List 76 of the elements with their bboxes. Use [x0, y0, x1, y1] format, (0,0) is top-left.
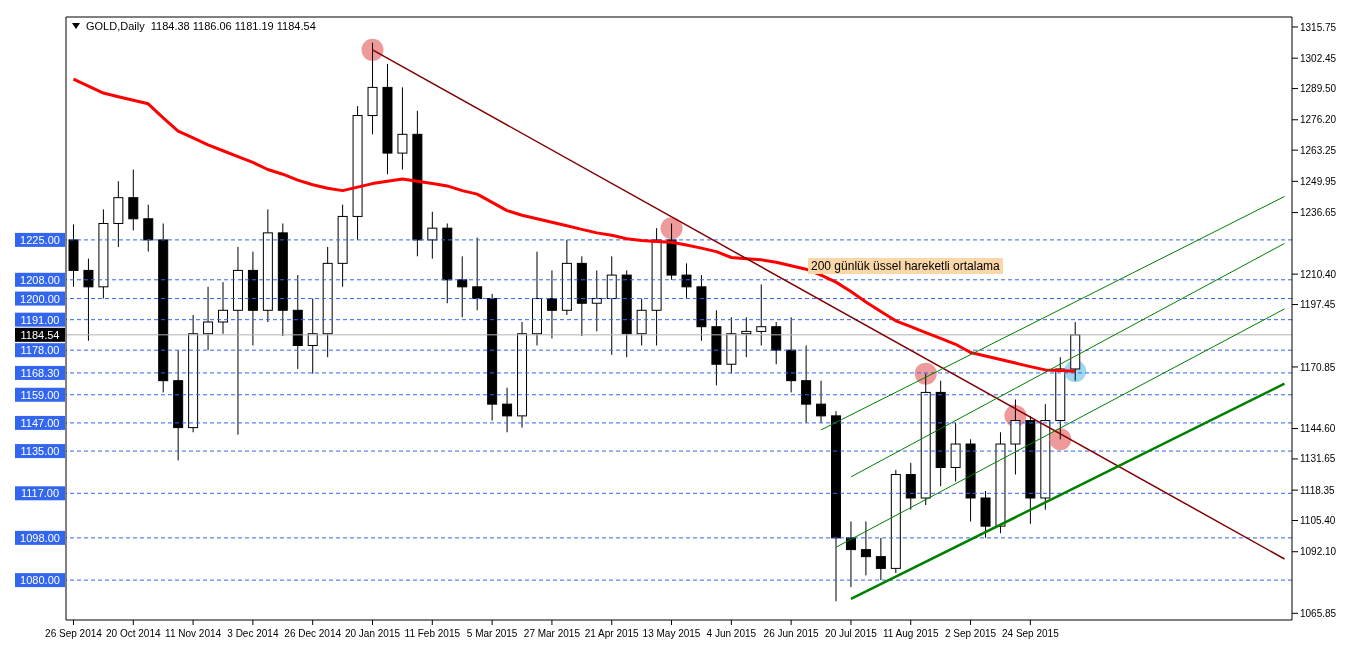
candlestick [681, 262, 692, 300]
x-tick-label: 27 Mar 2015 [523, 628, 581, 639]
ref-line-label: 1135.00 [20, 445, 60, 458]
y-tick-label: 1263.25 [1300, 144, 1337, 156]
ref-line-label: 1184.54 [20, 328, 60, 341]
x-tick-label: 20 Jul 2015 [825, 628, 878, 639]
candlestick [741, 316, 752, 358]
x-tick-label: 11 Nov 2014 [165, 628, 222, 639]
y-tick-label: 1170.85 [1300, 361, 1336, 373]
y-tick-label: 1065.85 [1300, 607, 1337, 619]
candlestick [636, 298, 647, 346]
candlestick [591, 269, 602, 332]
y-tick-label: 1315.75 [1300, 21, 1337, 33]
y-tick-label: 1105.40 [1300, 515, 1336, 527]
x-tick-label: 11 Aug 2015 [883, 628, 939, 639]
x-tick-label: 26 Sep 2014 [45, 628, 103, 639]
candlestick [905, 462, 916, 511]
y-tick-label: 1289.50 [1300, 83, 1337, 95]
ref-line-label: 1208.00 [20, 273, 60, 286]
candlestick [457, 255, 468, 318]
candlestick [128, 169, 139, 232]
candlestick [83, 258, 94, 342]
candlestick [875, 537, 886, 581]
x-tick-label: 26 Jun 2015 [763, 628, 820, 639]
candlestick [950, 422, 961, 483]
y-tick-label: 1144.60 [1300, 423, 1336, 435]
ref-line-label: 1168.30 [20, 366, 60, 379]
candlestick [860, 520, 871, 576]
annotation: 200 günlük üssel hareketli ortalama [808, 258, 1003, 274]
candlestick [472, 237, 483, 311]
candlestick [1010, 398, 1021, 476]
candlestick [502, 387, 513, 433]
ref-line-label: 1191.00 [20, 313, 60, 326]
y-tick-label: 1302.45 [1300, 52, 1337, 64]
ref-line-label: 1200.00 [20, 292, 60, 305]
chart-title: GOLD,Daily 1184.38 1186.06 1181.19 1184.54 [86, 20, 316, 32]
x-tick-label: 20 Jan 2015 [344, 628, 401, 639]
ref-line-label: 1080.00 [20, 574, 60, 587]
point [361, 38, 384, 61]
candlestick [546, 269, 557, 339]
ref-line-label: 1117.00 [20, 487, 60, 500]
y-tick-label: 1197.45 [1300, 299, 1336, 311]
candlestick [218, 281, 229, 335]
x-tick-label: 13 May 2015 [642, 628, 701, 639]
x-tick-label: 3 Dec 2014 [227, 628, 279, 639]
x-tick-label: 24 Sep 2015 [1001, 628, 1060, 639]
x-tick-label: 4 Jun 2015 [706, 628, 757, 639]
candlestick [816, 380, 827, 424]
candlestick [771, 321, 782, 365]
candlestick [143, 204, 154, 253]
point [660, 217, 683, 240]
ref-line-label: 1225.00 [20, 233, 60, 246]
x-tick-label: 2 Sep 2015 [944, 628, 997, 639]
y-tick-label: 1276.20 [1300, 114, 1337, 126]
y-tick-label: 1131.65 [1300, 453, 1336, 465]
ref-line-label: 1098.00 [20, 531, 60, 544]
candlestick [801, 344, 812, 424]
y-tick-label: 1249.95 [1300, 175, 1337, 187]
y-tick-label: 1210.40 [1300, 268, 1337, 280]
x-tick-label: 20 Oct 2014 [106, 628, 161, 639]
x-tick-label: 26 Dec 2014 [284, 628, 342, 639]
candlestick [307, 298, 318, 375]
x-tick-label: 21 Apr 2015 [584, 628, 640, 639]
candlestick [397, 86, 408, 171]
candlestick [606, 255, 617, 356]
ref-line-label: 1159.00 [20, 388, 60, 401]
x-tick-label: 11 Feb 2015 [404, 628, 461, 639]
candlestick [756, 283, 767, 346]
ref-line-label: 1178.00 [20, 344, 60, 357]
x-tick-label: 5 Mar 2015 [466, 628, 518, 639]
candlestick [427, 211, 438, 260]
y-tick-label: 1236.65 [1300, 207, 1337, 219]
y-tick-label: 1092.10 [1300, 546, 1337, 558]
candlestick [203, 286, 214, 351]
ref-line-label: 1147.00 [20, 416, 60, 429]
y-tick-label: 1118.35 [1300, 484, 1336, 496]
